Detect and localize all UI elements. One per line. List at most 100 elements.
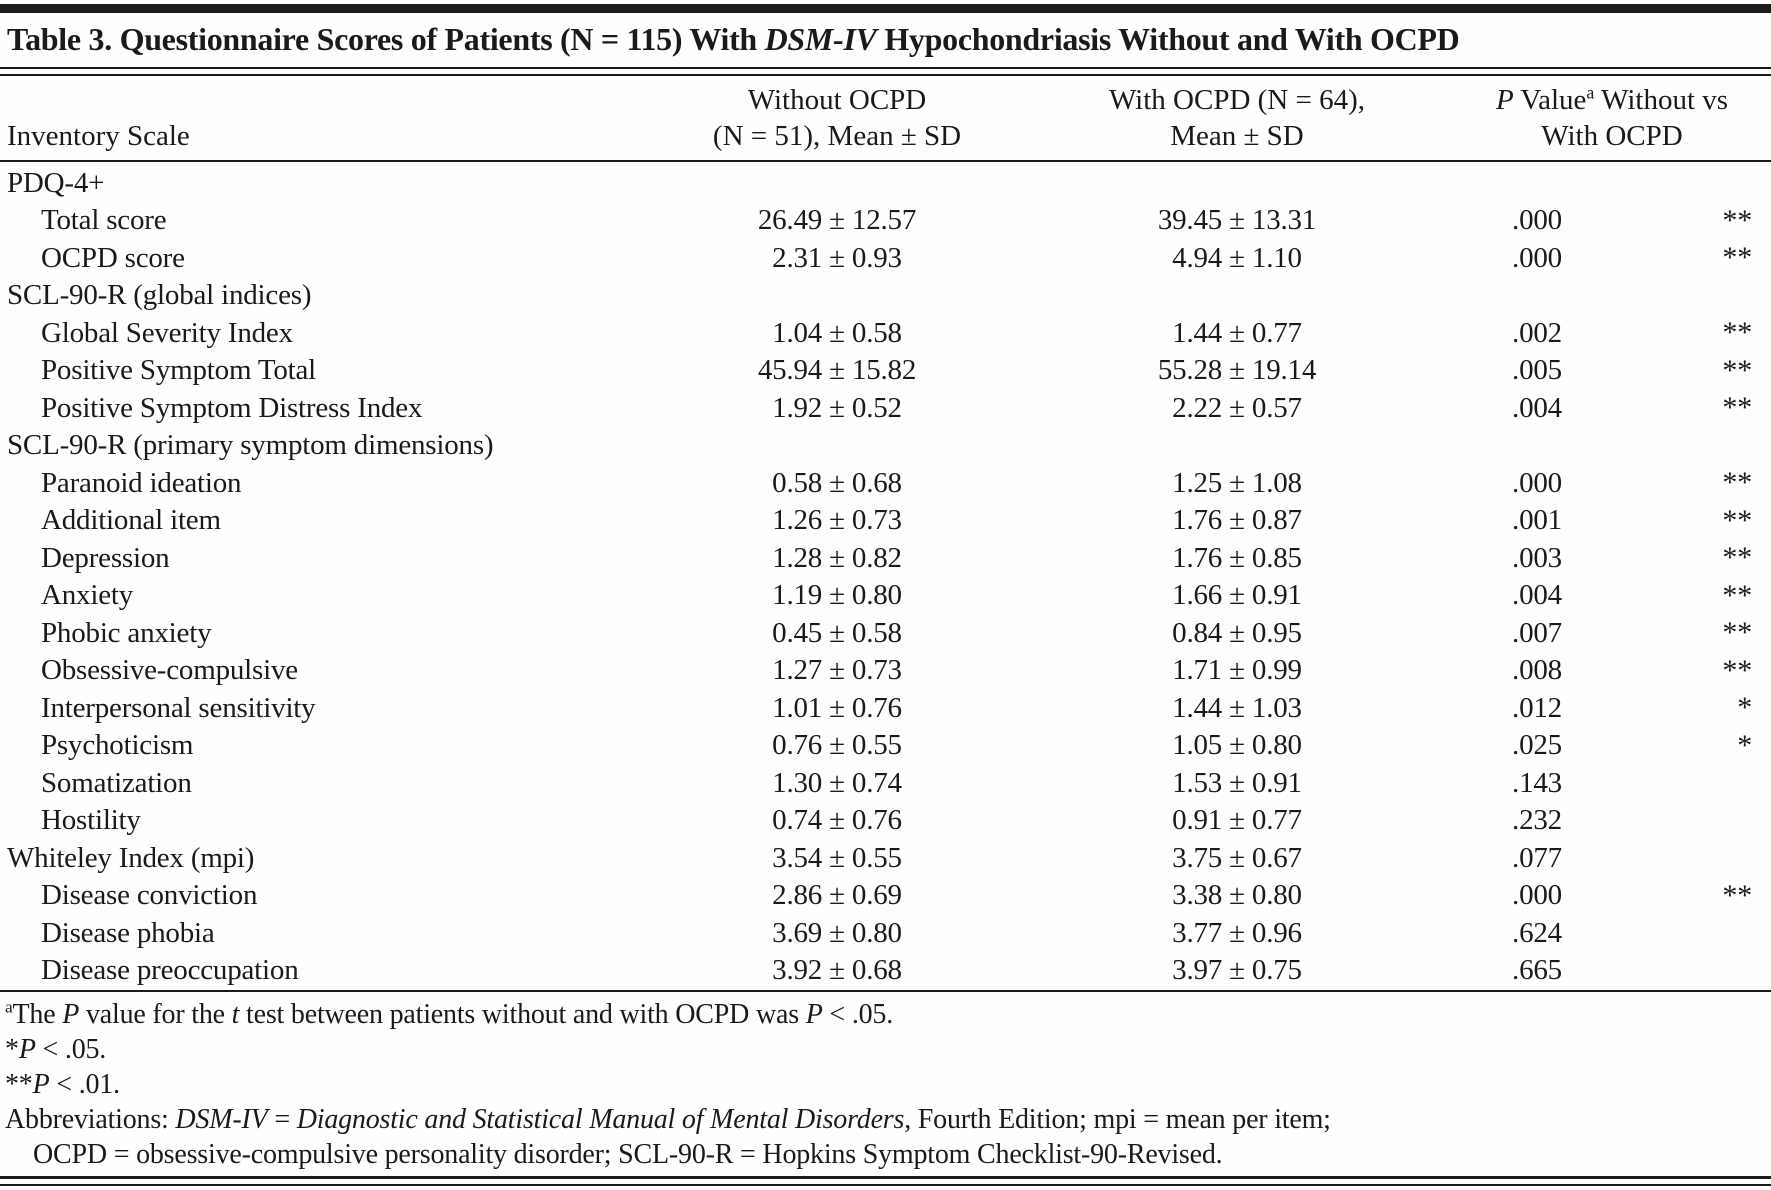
footnote-divider-rule	[0, 989, 1771, 992]
cell-with-ocpd: 1.71 ± 0.99	[1172, 654, 1302, 687]
row-label: Disease preoccupation	[41, 954, 299, 987]
table-title-prefix: Table 3. Questionnaire Scores of Patient…	[7, 21, 765, 57]
table-row: Positive Symptom Total 45.94 ± 15.82 55.…	[0, 352, 1771, 390]
table-row: Total score 26.49 ± 12.57 39.45 ± 13.31 …	[0, 202, 1771, 240]
cell-with-ocpd: 3.75 ± 0.67	[1172, 841, 1302, 874]
table-row: Additional item 1.26 ± 0.73 1.76 ± 0.87 …	[0, 502, 1771, 540]
row-label: Total score	[41, 204, 167, 237]
table-row: Disease phobia 3.69 ± 0.80 3.77 ± 0.96 .…	[0, 915, 1771, 953]
cell-with-ocpd: 1.66 ± 0.91	[1172, 579, 1302, 612]
cell-p-value: .004	[1512, 579, 1562, 612]
footnote-abbreviations-line2: OCPD = obsessive-compulsive personality …	[33, 1138, 1223, 1170]
table-row: Disease conviction 2.86 ± 0.69 3.38 ± 0.…	[0, 877, 1771, 915]
cell-significance: **	[1722, 541, 1752, 575]
table-row: Anxiety 1.19 ± 0.80 1.66 ± 0.91 .004 **	[0, 577, 1771, 615]
table-row: OCPD score 2.31 ± 0.93 4.94 ± 1.10 .000 …	[0, 240, 1771, 278]
cell-p-value: .007	[1512, 616, 1562, 649]
table-row: SCL-90-R (global indices)	[0, 277, 1771, 315]
cell-without-ocpd: 1.19 ± 0.80	[772, 579, 902, 612]
row-label: Depression	[41, 541, 170, 574]
cell-p-value: .000	[1512, 241, 1562, 274]
table-title: Table 3. Questionnaire Scores of Patient…	[0, 13, 1771, 67]
row-label: SCL-90-R (global indices)	[7, 279, 312, 312]
footnote-double-star: **P < .01.	[5, 1068, 120, 1100]
cell-without-ocpd: 26.49 ± 12.57	[757, 204, 917, 237]
cell-without-ocpd: 0.45 ± 0.58	[772, 616, 902, 649]
cell-p-value: .005	[1512, 354, 1562, 387]
table-row: Phobic anxiety 0.45 ± 0.58 0.84 ± 0.95 .…	[0, 615, 1771, 653]
single-star-marker: *	[5, 1033, 19, 1065]
cell-p-value: .025	[1512, 729, 1562, 762]
cell-with-ocpd: 1.25 ± 1.08	[1172, 466, 1302, 499]
cell-p-value: .000	[1512, 204, 1562, 237]
cell-p-value: .004	[1512, 391, 1562, 424]
row-label: PDQ-4+	[7, 166, 105, 199]
footnote-single-star: *P < .05.	[5, 1033, 107, 1065]
cell-significance: **	[1722, 391, 1752, 425]
cell-p-value: .624	[1512, 916, 1562, 949]
cell-significance: *	[1737, 691, 1752, 725]
cell-p-value: .012	[1512, 691, 1562, 724]
table-row: SCL-90-R (primary symptom dimensions)	[0, 427, 1771, 465]
cell-with-ocpd: 39.45 ± 13.31	[1157, 204, 1317, 237]
cell-without-ocpd: 1.04 ± 0.58	[772, 316, 902, 349]
table-row: PDQ-4+	[0, 165, 1771, 203]
row-label: Hostility	[41, 804, 141, 837]
table-row: Psychoticism 0.76 ± 0.55 1.05 ± 0.80 .02…	[0, 727, 1771, 765]
row-label: Psychoticism	[41, 729, 194, 762]
table-row: Paranoid ideation 0.58 ± 0.68 1.25 ± 1.0…	[0, 465, 1771, 503]
table-row: Depression 1.28 ± 0.82 1.76 ± 0.85 .003 …	[0, 540, 1771, 578]
table-body: PDQ-4+ Total score 26.49 ± 12.57 39.45 ±…	[0, 162, 1771, 990]
cell-significance: **	[1722, 503, 1752, 537]
cell-significance: *	[1737, 728, 1752, 762]
top-rule-bar	[0, 4, 1771, 13]
cell-with-ocpd: 0.91 ± 0.77	[1172, 804, 1302, 837]
footnotes: aThe P value for the t test between pati…	[0, 992, 1771, 1172]
footnote-a-marker: a	[5, 997, 13, 1017]
table-title-suffix: Hypochondriasis Without and With OCPD	[876, 21, 1460, 57]
row-label: SCL-90-R (primary symptom dimensions)	[7, 429, 494, 462]
cell-without-ocpd: 45.94 ± 15.82	[757, 354, 917, 387]
cell-p-value: .077	[1512, 841, 1562, 874]
cell-with-ocpd: 2.22 ± 0.57	[1172, 391, 1302, 424]
cell-with-ocpd: 1.44 ± 1.03	[1172, 691, 1302, 724]
cell-with-ocpd: 3.77 ± 0.96	[1172, 916, 1302, 949]
double-star-marker: **	[5, 1068, 33, 1100]
footnote-abbreviations-line1: Abbreviations: DSM-IV = Diagnostic and S…	[5, 1103, 1331, 1135]
cell-p-value: .143	[1512, 766, 1562, 799]
cell-without-ocpd: 1.28 ± 0.82	[772, 541, 902, 574]
table-row: Whiteley Index (mpi) 3.54 ± 0.55 3.75 ± …	[0, 840, 1771, 878]
cell-without-ocpd: 2.31 ± 0.93	[772, 241, 902, 274]
table-row: Somatization 1.30 ± 0.74 1.53 ± 0.91 .14…	[0, 765, 1771, 803]
cell-significance: **	[1722, 878, 1752, 912]
cell-p-value: .232	[1512, 804, 1562, 837]
cell-without-ocpd: 1.27 ± 0.73	[772, 654, 902, 687]
table-row: Global Severity Index 1.04 ± 0.58 1.44 ±…	[0, 315, 1771, 353]
cell-significance: **	[1722, 316, 1752, 350]
header-divider-rule	[0, 159, 1771, 162]
cell-p-value: .003	[1512, 541, 1562, 574]
header-without-ocpd: Without OCPD (N = 51), Mean ± SD	[712, 83, 962, 152]
cell-without-ocpd: 1.01 ± 0.76	[772, 691, 902, 724]
row-label: Global Severity Index	[41, 316, 293, 349]
header-with-ocpd: With OCPD (N = 64), Mean ± SD	[1108, 83, 1366, 152]
cell-with-ocpd: 1.44 ± 0.77	[1172, 316, 1302, 349]
table-row: Positive Symptom Distress Index 1.92 ± 0…	[0, 390, 1771, 428]
cell-p-value: .008	[1512, 654, 1562, 687]
row-label: Disease conviction	[41, 879, 258, 912]
row-label: Interpersonal sensitivity	[41, 691, 316, 724]
bottom-double-rule	[0, 1175, 1771, 1186]
cell-without-ocpd: 3.92 ± 0.68	[772, 954, 902, 987]
row-label: OCPD score	[41, 241, 185, 274]
cell-p-value: .001	[1512, 504, 1562, 537]
row-label: Somatization	[41, 766, 192, 799]
cell-significance: **	[1722, 203, 1752, 237]
table-row: Hostility 0.74 ± 0.76 0.91 ± 0.77 .232	[0, 802, 1771, 840]
cell-p-value: .000	[1512, 879, 1562, 912]
cell-with-ocpd: 0.84 ± 0.95	[1172, 616, 1302, 649]
cell-with-ocpd: 3.97 ± 0.75	[1172, 954, 1302, 987]
footnote-a: aThe P value for the t test between pati…	[5, 997, 894, 1030]
cell-with-ocpd: 3.38 ± 0.80	[1172, 879, 1302, 912]
cell-significance: **	[1722, 653, 1752, 687]
cell-without-ocpd: 0.58 ± 0.68	[772, 466, 902, 499]
